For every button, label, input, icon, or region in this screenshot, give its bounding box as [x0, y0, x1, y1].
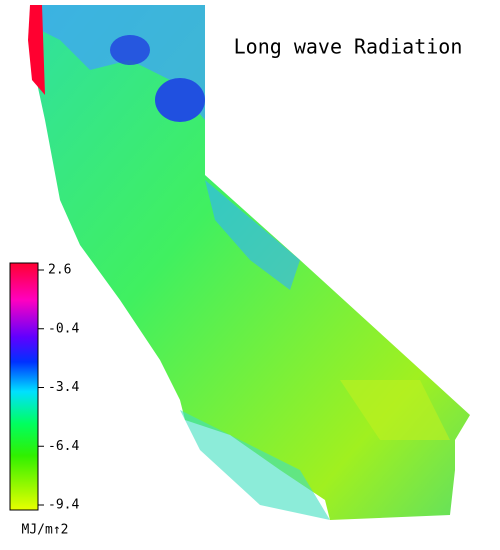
colorbar-tick-label: -0.4 — [48, 321, 79, 336]
california-map — [28, 5, 470, 520]
colorbar-tick-label: -6.4 — [48, 439, 79, 454]
map-title: Long wave Radiation — [234, 35, 463, 59]
colorbar-tick-label: -3.4 — [48, 380, 79, 395]
colorbar-gradient — [9, 262, 39, 511]
colorbar-tick-label: 2.6 — [48, 263, 71, 278]
colorbar-tick-label: -9.4 — [48, 498, 79, 513]
colorbar — [9, 262, 39, 511]
colorbar-unit: MJ/m↑2 — [22, 523, 69, 538]
